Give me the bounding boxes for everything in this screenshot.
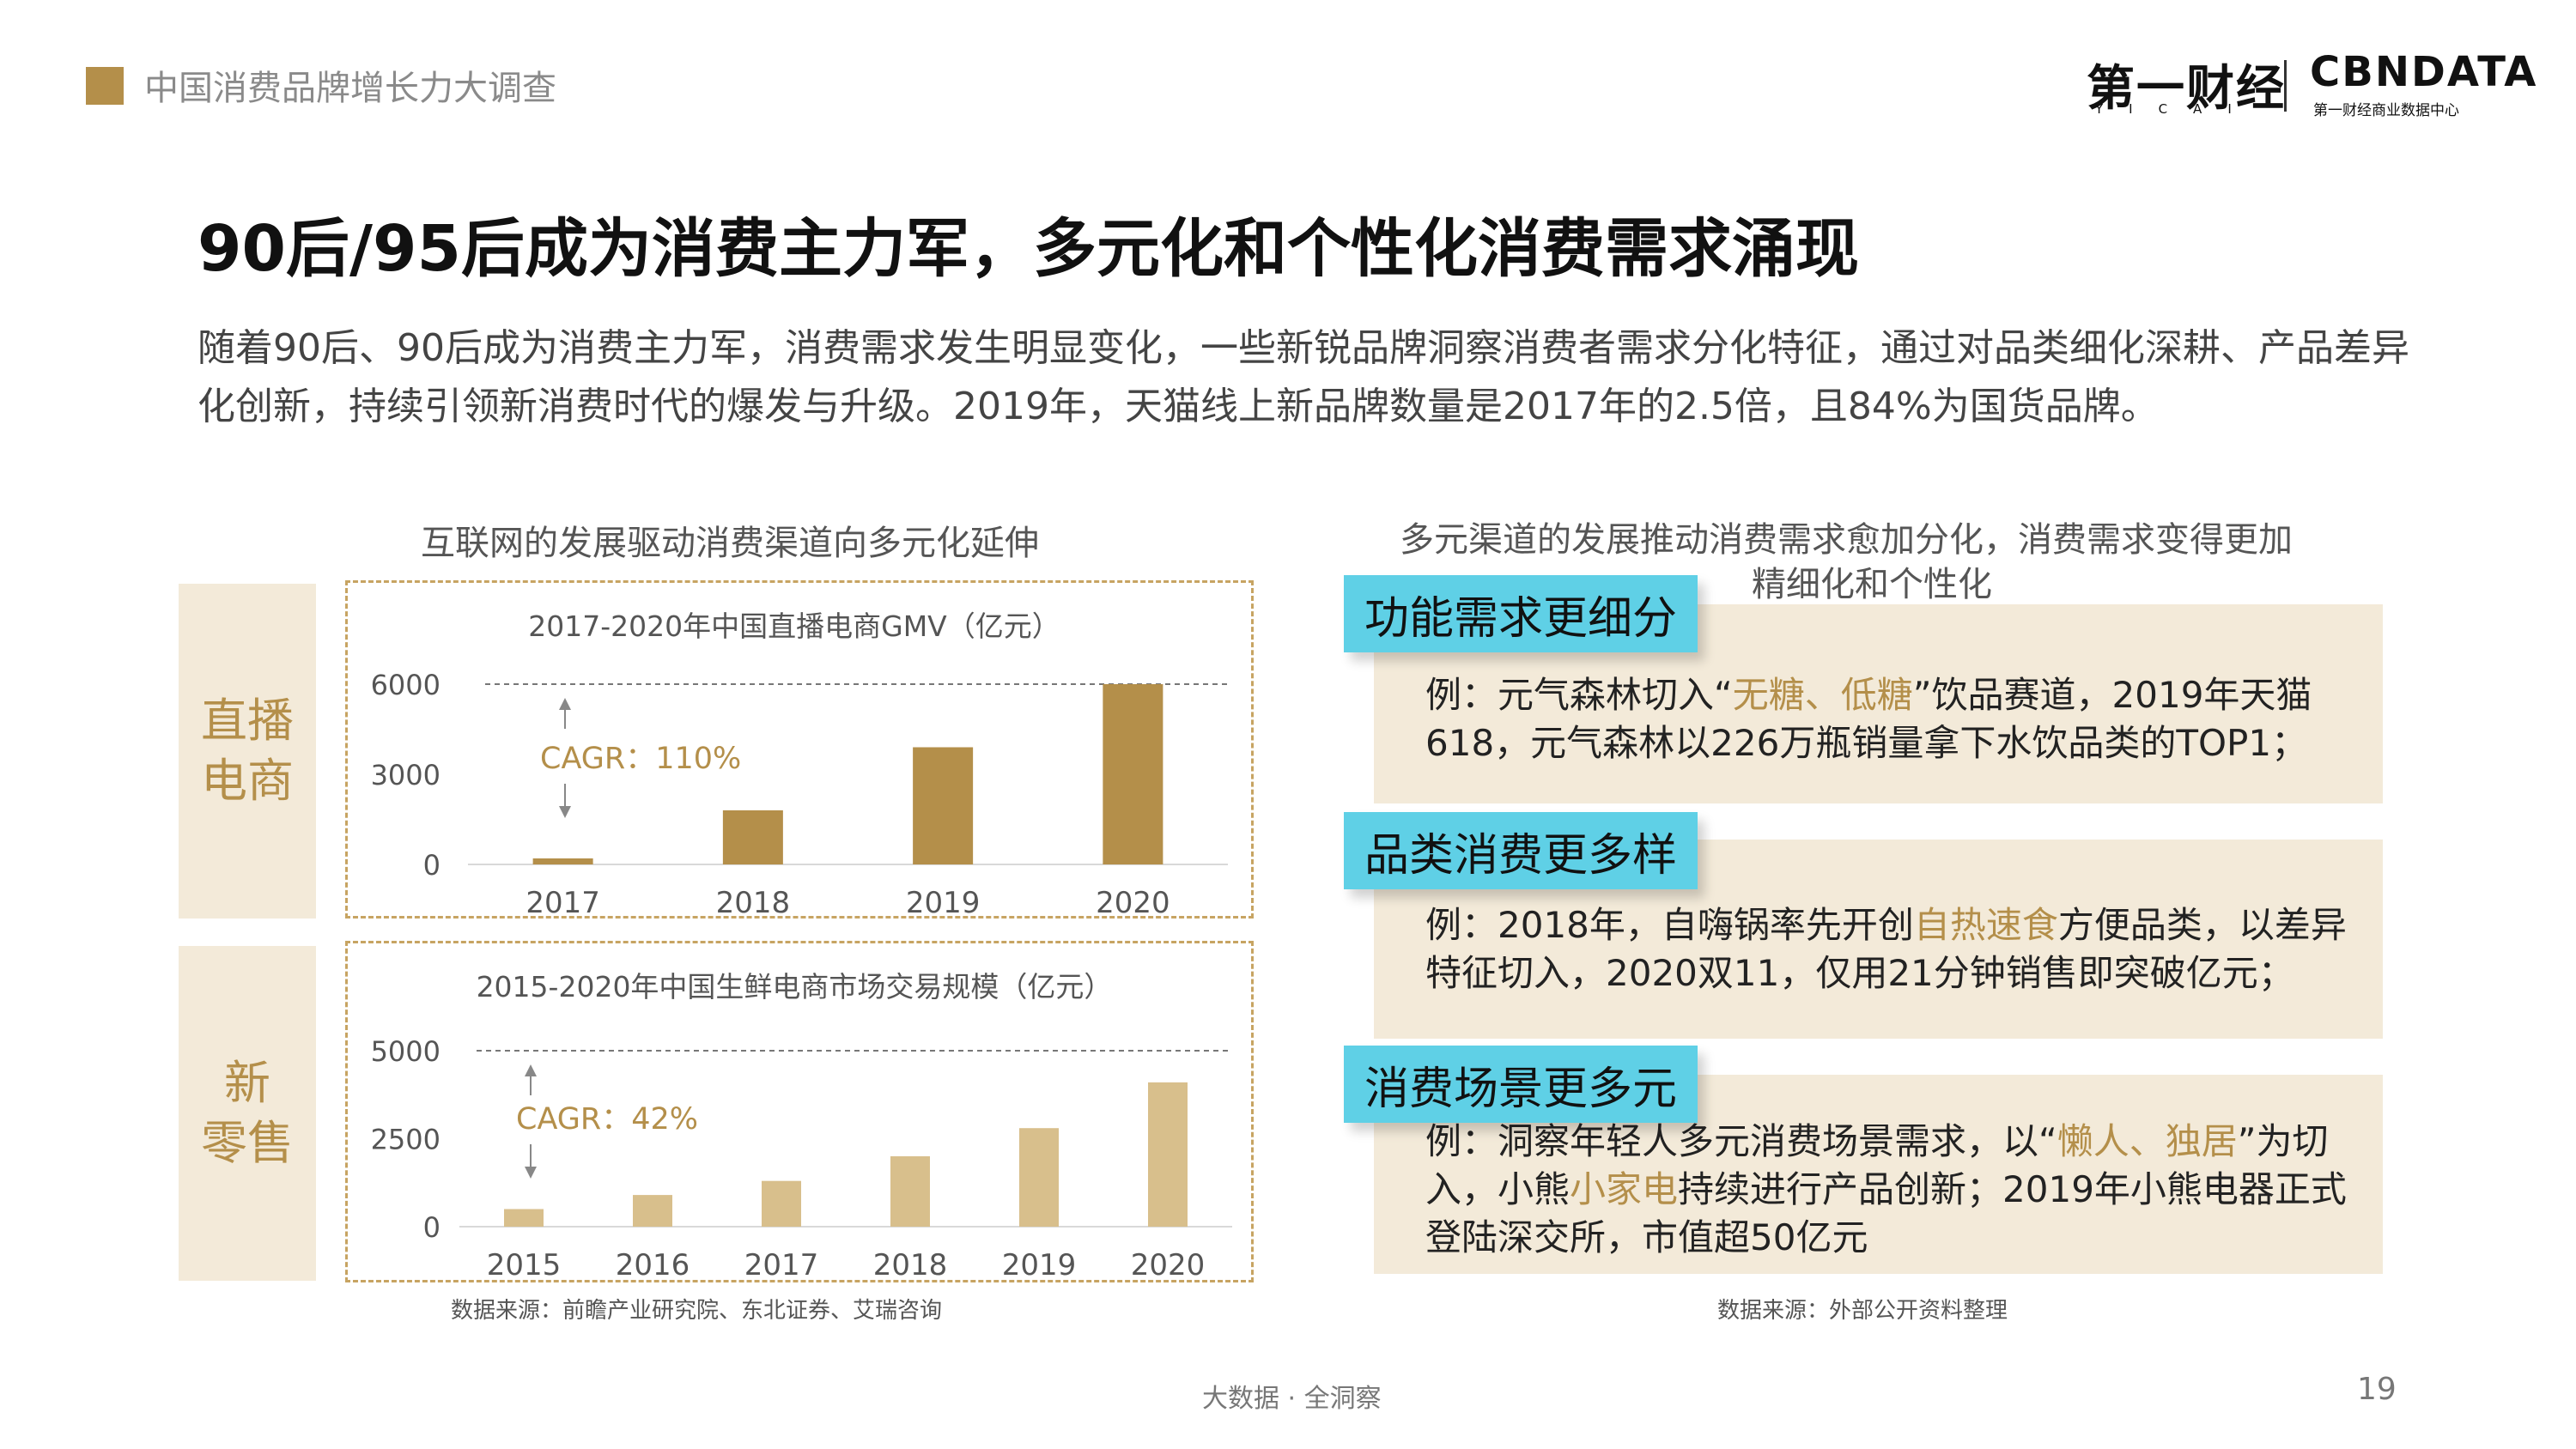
card-text-part: 例：2018年，自嗨锅率先开创 [1425, 904, 1914, 946]
bar [633, 1195, 672, 1227]
bar [504, 1209, 544, 1227]
card-highlight: 小家电 [1570, 1168, 1679, 1210]
card-category-consumption: 例：2018年，自嗨锅率先开创自热速食方便品类，以差异特征切入，2020双11，… [1374, 840, 2383, 1039]
bar [762, 1180, 801, 1227]
card-text: 例：2018年，自嗨锅率先开创自热速食方便品类，以差异特征切入，2020双11，… [1425, 901, 2379, 997]
cagr-annotation: CAGR：42% [516, 1102, 698, 1137]
x-tick-label: 2020 [1096, 886, 1170, 916]
cbndata-logo-sub: 第一财经商业数据中心 [2313, 102, 2459, 119]
right-section-heading-line2: 精细化和个性化 [1752, 565, 1992, 604]
left-section-heading: 互联网的发展驱动消费渠道向多元化延伸 [421, 524, 1039, 563]
cagr-annotation: CAGR：110% [540, 742, 741, 776]
card-function-demand: 例：元气森林切入“无糖、低糖”饮品赛道，2019年天猫618，元气森林以226万… [1374, 604, 2383, 803]
arrow-up-icon [525, 1064, 537, 1076]
cbndata-logo: CBNDATA [2310, 48, 2538, 96]
footer-tagline: 大数据 · 全洞察 [1202, 1384, 1382, 1414]
x-tick-label: 2016 [616, 1248, 690, 1280]
side-label-text: 新 零售 [201, 1056, 294, 1170]
card-highlight: 懒人、独居 [2057, 1120, 2238, 1162]
card-text-part: ”为切入，小熊 [1425, 1120, 2329, 1210]
x-tick-label: 2018 [873, 1248, 948, 1280]
x-tick-label: 2017 [526, 886, 600, 916]
left-data-source: 数据来源：前瞻产业研究院、东北证券、艾瑞咨询 [451, 1298, 943, 1324]
bar [890, 1156, 930, 1227]
y-tick-label: 3000 [371, 759, 440, 791]
card-text-part: ”饮品赛道，2019年天猫618，元气森林以226万瓶销量拿下水饮品类的TOP1… [1425, 674, 2312, 764]
chart-frame-live-commerce: 2017-2020年中国直播电商GMV（亿元） 0 3000 6000 2017 2018… [345, 580, 1254, 919]
card-text-part: 例：洞察年轻人多元消费场景需求，以“ [1425, 1120, 2057, 1162]
tag-category-consumption: 品类消费更多样 [1344, 812, 1698, 889]
card-text: 例：洞察年轻人多元消费场景需求，以“懒人、独居”为切入，小熊小家电持续进行产品创… [1425, 1118, 2379, 1262]
arrow-up-icon [559, 698, 571, 710]
card-text-part: 例：元气森林切入“ [1425, 674, 1733, 716]
logo-divider [2284, 60, 2287, 112]
x-tick-label: 2017 [744, 1248, 819, 1280]
bar [1103, 684, 1163, 864]
x-tick-label: 2020 [1131, 1248, 1206, 1280]
right-data-source: 数据来源：外部公开资料整理 [1717, 1298, 2008, 1324]
y-tick-label: 0 [423, 849, 440, 882]
side-label-new-retail: 新 零售 [179, 946, 316, 1281]
card-highlight: 自热速食 [1913, 904, 2058, 946]
card-text: 例：元气森林切入“无糖、低糖”饮品赛道，2019年天猫618，元气森林以226万… [1425, 671, 2379, 767]
arrow-down-icon [525, 1167, 537, 1179]
bar [1148, 1082, 1188, 1227]
y-tick-label: 0 [423, 1211, 440, 1244]
yicai-logo: 第一财经 [2087, 61, 2286, 117]
bar [913, 747, 974, 864]
arrow-down-icon [559, 806, 571, 818]
x-tick-label: 2019 [1002, 1248, 1077, 1280]
yicai-logo-sub: YICAI [2095, 101, 2257, 117]
side-label-text: 直播 电商 [201, 694, 294, 808]
bar [1019, 1128, 1059, 1227]
header-section-title: 中国消费品牌增长力大调查 [144, 69, 556, 108]
card-text-part: 方便品类，以差异特征切入，2020双11，仅用21分钟销售即突破亿元； [1425, 904, 2347, 994]
y-tick-label: 6000 [371, 669, 440, 701]
bar [532, 858, 593, 864]
chart-title: 2017-2020年中国直播电商GMV（亿元） [528, 609, 1060, 643]
tag-consumption-scene: 消费场景更多元 [1344, 1046, 1698, 1123]
chart-frame-fresh-ecommerce: 2015-2020年中国生鲜电商市场交易规模（亿元） 0 2500 5000 2015 2… [345, 941, 1254, 1282]
right-section-heading-line1: 多元渠道的发展推动消费需求愈加分化，消费需求变得更加 [1400, 520, 2293, 560]
side-label-live-commerce: 直播 电商 [179, 584, 316, 919]
x-tick-label: 2019 [906, 886, 981, 916]
page-title: 90后/95后成为消费主力军，多元化和个性化消费需求涌现 [197, 212, 1859, 286]
card-text-part: 持续进行产品创新；2019年小熊电器正式登陆深交所，市值超50亿元 [1425, 1168, 2347, 1258]
y-tick-label: 2500 [371, 1124, 440, 1156]
header-square-icon [86, 67, 124, 105]
chart-live-commerce-gmv: 2017-2020年中国直播电商GMV（亿元） 0 3000 6000 2017 2018… [371, 609, 1228, 916]
intro-paragraph: 随着90后、90后成为消费主力军，消费需求发生明显变化，一些新锐品牌洞察消费者需… [197, 326, 2409, 428]
chart-fresh-ecommerce-scale: 2015-2020年中国生鲜电商市场交易规模（亿元） 0 2500 5000 2015 2… [371, 970, 1232, 1280]
page-number: 19 [2357, 1372, 2397, 1407]
card-highlight: 无糖、低糖 [1732, 674, 1913, 716]
x-tick-label: 2018 [716, 886, 791, 916]
x-tick-label: 2015 [487, 1248, 562, 1280]
chart-title: 2015-2020年中国生鲜电商市场交易规模（亿元） [477, 970, 1113, 1003]
tag-function-demand: 功能需求更细分 [1344, 575, 1698, 652]
y-tick-label: 5000 [371, 1035, 440, 1068]
bar [722, 810, 783, 864]
